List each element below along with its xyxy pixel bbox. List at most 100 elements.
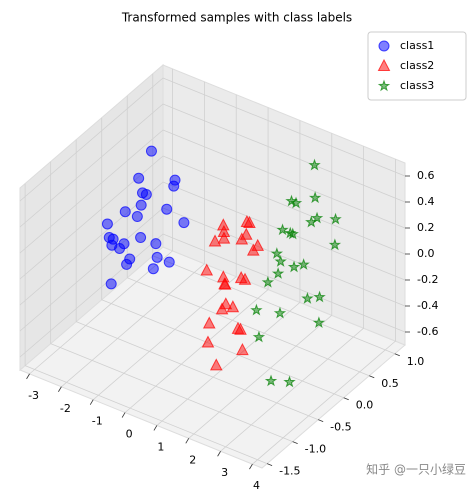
chart-title: Transformed samples with class labels: [121, 11, 352, 25]
grid-line: [152, 255, 395, 355]
point: [202, 316, 216, 329]
point: [329, 212, 342, 225]
point: [261, 275, 275, 288]
point: [310, 211, 324, 224]
grid-line: [220, 327, 364, 452]
y-tick-label: -0.5: [330, 421, 351, 434]
point: [118, 238, 130, 250]
tick-mark: [292, 441, 298, 445]
legend-box: [367, 31, 467, 101]
z-tick-label: -0.2: [417, 273, 438, 286]
grid-line: [19, 129, 164, 254]
z-tick-label: 0.2: [417, 221, 435, 234]
point: [131, 211, 143, 223]
point: [234, 271, 248, 284]
point: [235, 232, 249, 245]
point: [287, 260, 301, 273]
grid-line: [162, 77, 406, 177]
grid-line: [162, 207, 406, 307]
point: [271, 267, 285, 279]
legend-marker: [377, 58, 391, 71]
grid-line: [162, 233, 406, 333]
grid-line: [50, 343, 293, 443]
point: [145, 145, 157, 157]
point: [135, 232, 147, 244]
tick-mark: [394, 353, 400, 357]
point: [297, 258, 310, 270]
grid-line: [92, 276, 237, 400]
x-tick-label: -3: [28, 389, 39, 402]
point: [289, 196, 303, 209]
point: [140, 188, 152, 200]
point: [273, 306, 287, 319]
tick-mark: [89, 399, 94, 405]
point: [236, 342, 249, 356]
point: [219, 297, 233, 310]
point: [178, 217, 190, 229]
grid-line: [61, 263, 205, 388]
point: [209, 358, 223, 371]
point: [274, 255, 287, 267]
legend-label: class1: [400, 39, 434, 52]
tick-mark: [185, 438, 190, 444]
y-tick-label: -1.0: [305, 443, 326, 456]
grid-line: [19, 207, 164, 332]
point: [151, 251, 163, 263]
point: [150, 238, 162, 250]
point: [264, 374, 278, 387]
point: [103, 232, 115, 244]
point: [133, 172, 145, 184]
point: [276, 223, 289, 236]
point: [161, 203, 173, 215]
grid-line: [124, 289, 269, 413]
z-tick-label: -0.4: [417, 299, 438, 312]
z-tick-label: 0.0: [417, 247, 435, 260]
x-tick-label: -2: [60, 402, 71, 415]
z-tick-label: -0.6: [417, 325, 438, 338]
point: [216, 270, 230, 283]
point: [301, 292, 314, 304]
point: [121, 258, 133, 270]
point: [270, 247, 284, 259]
x-tick-label: 3: [221, 466, 228, 479]
grid-line: [162, 129, 406, 229]
point: [119, 206, 131, 218]
legend-marker: [378, 40, 390, 52]
grid-line: [24, 365, 268, 464]
x-tick-label: 1: [157, 440, 164, 453]
grid-line: [127, 277, 370, 377]
point: [283, 375, 296, 388]
watermark: 知乎 @一只小绿豆: [366, 462, 466, 477]
tick-mark: [217, 451, 221, 457]
point: [252, 330, 266, 343]
grid-line: [19, 77, 164, 202]
grid-line: [76, 321, 319, 421]
point: [208, 234, 222, 247]
grid-line: [156, 302, 301, 426]
point: [105, 278, 117, 290]
point: [200, 263, 214, 276]
tick-mark: [369, 375, 375, 379]
point: [308, 158, 321, 171]
grid-line: [101, 299, 344, 399]
tick-mark: [58, 386, 62, 392]
point: [313, 290, 326, 303]
point: [286, 227, 299, 240]
point: [312, 316, 326, 329]
z-tick-label: 0.4: [417, 195, 435, 208]
point: [218, 277, 232, 290]
y-tick-label: 0.0: [356, 399, 374, 412]
grid-line: [19, 233, 164, 358]
x-tick-label: 2: [189, 453, 196, 466]
legend-marker: [377, 79, 391, 92]
grid-line: [252, 340, 396, 465]
point: [243, 215, 256, 229]
grid-line: [19, 103, 164, 228]
tick-mark: [318, 419, 324, 423]
point: [135, 199, 147, 211]
x-tick-label: -1: [92, 415, 103, 428]
y-tick-label: -1.5: [279, 465, 300, 478]
legend-label: class2: [400, 59, 434, 72]
point: [246, 243, 260, 256]
